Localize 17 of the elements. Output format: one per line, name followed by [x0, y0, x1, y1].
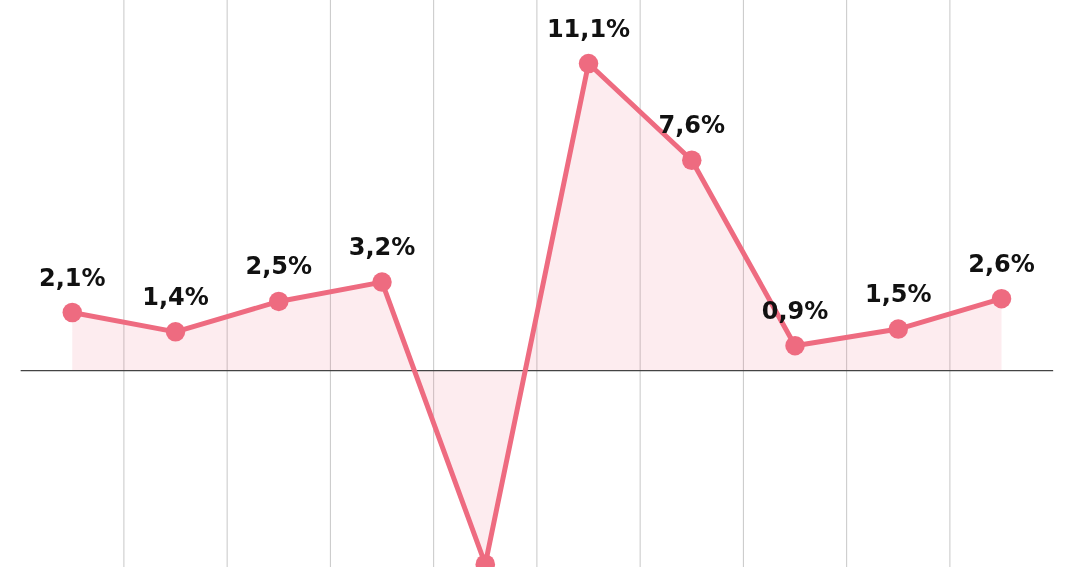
text: 7,6% — [658, 111, 726, 140]
point — [269, 291, 289, 312]
text: 3,2% — [348, 233, 416, 262]
point — [578, 53, 599, 74]
point — [372, 272, 392, 292]
point — [888, 319, 909, 339]
point — [991, 288, 1012, 309]
text: 1,5% — [865, 280, 932, 309]
text: 1,4% — [142, 282, 209, 311]
text: 2,5% — [245, 252, 313, 281]
point — [785, 335, 805, 356]
text: 2,6% — [968, 249, 1035, 278]
point — [165, 322, 186, 342]
point — [62, 302, 83, 323]
text: 2,1% — [38, 263, 106, 292]
text: 11,1% — [546, 14, 631, 43]
point — [682, 150, 702, 170]
